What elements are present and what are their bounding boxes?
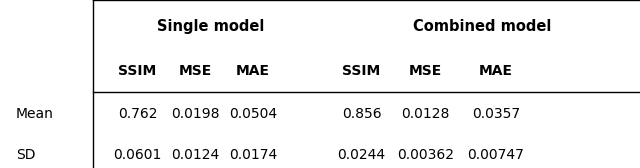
Text: SSIM: SSIM: [342, 64, 381, 78]
Text: SD: SD: [16, 148, 35, 162]
Text: 0.0244: 0.0244: [337, 148, 386, 162]
Text: MAE: MAE: [236, 64, 270, 78]
Text: 0.0124: 0.0124: [171, 148, 220, 162]
Text: MSE: MSE: [409, 64, 442, 78]
Text: 0.856: 0.856: [342, 107, 381, 121]
Text: 0.762: 0.762: [118, 107, 157, 121]
Text: MAE: MAE: [479, 64, 513, 78]
Text: 0.0504: 0.0504: [228, 107, 277, 121]
Text: 0.0601: 0.0601: [113, 148, 162, 162]
Text: 0.00747: 0.00747: [468, 148, 524, 162]
Text: 0.0128: 0.0128: [401, 107, 450, 121]
Text: 0.0198: 0.0198: [171, 107, 220, 121]
Text: SSIM: SSIM: [118, 64, 157, 78]
Text: 0.0357: 0.0357: [472, 107, 520, 121]
Text: MSE: MSE: [179, 64, 212, 78]
Text: Combined model: Combined model: [413, 19, 551, 34]
Text: 0.00362: 0.00362: [397, 148, 454, 162]
Text: 0.0174: 0.0174: [228, 148, 277, 162]
Text: Mean: Mean: [16, 107, 54, 121]
Text: Single model: Single model: [157, 19, 264, 34]
